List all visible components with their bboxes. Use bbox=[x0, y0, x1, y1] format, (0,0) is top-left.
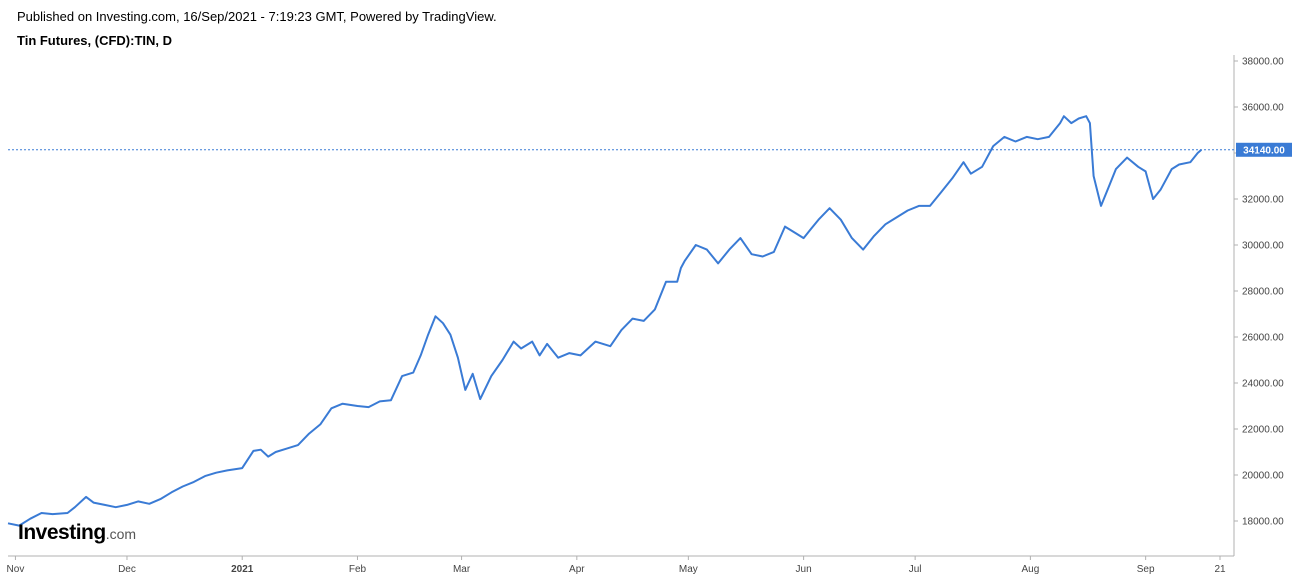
x-tick-label: Sep bbox=[1137, 564, 1155, 575]
last-price-label-text: 34140.00 bbox=[1243, 145, 1285, 156]
last-price-label-box bbox=[1236, 142, 1292, 157]
y-tick-label: 24000.00 bbox=[1242, 379, 1284, 390]
published-info: Published on Investing.com, 16/Sep/2021 … bbox=[17, 9, 497, 24]
instrument-title: Tin Futures, (CFD):TIN, D bbox=[17, 33, 173, 48]
y-tick-label: 18000.00 bbox=[1242, 517, 1284, 528]
x-tick-label: Dec bbox=[118, 564, 136, 575]
investing-logo: Investing.com bbox=[18, 521, 136, 545]
y-tick-label: 32000.00 bbox=[1242, 195, 1284, 206]
x-tick-label: Jun bbox=[796, 564, 812, 575]
logo-suffix: .com bbox=[105, 526, 137, 542]
x-tick-label: Feb bbox=[349, 564, 367, 575]
x-tick-label: Mar bbox=[453, 564, 471, 575]
x-tick-label: Jul bbox=[909, 564, 922, 575]
x-axis: Nov Dec 2021 Feb Mar Apr May Jun Jul Aug Sep 21 bbox=[7, 555, 1234, 575]
x-tick-label: Aug bbox=[1021, 564, 1039, 575]
y-tick-label: 28000.00 bbox=[1242, 287, 1284, 298]
x-tick-label: Apr bbox=[569, 564, 585, 575]
y-tick-label: 30000.00 bbox=[1242, 241, 1284, 252]
x-tick-label: May bbox=[679, 564, 698, 575]
y-tick-label: 38000.00 bbox=[1242, 57, 1284, 68]
tin-price-line bbox=[7, 115, 1203, 527]
y-tick-label: 22000.00 bbox=[1242, 425, 1284, 436]
x-tick-label: 21 bbox=[1214, 564, 1226, 575]
logo-brand: Investing bbox=[18, 521, 106, 544]
y-tick-label: 20000.00 bbox=[1242, 471, 1284, 482]
y-tick-label: 36000.00 bbox=[1242, 103, 1284, 114]
y-tick-label: 26000.00 bbox=[1242, 333, 1284, 344]
last-price-label: 34140.00 bbox=[1236, 142, 1292, 157]
x-tick-label: Nov bbox=[7, 564, 25, 575]
x-tick-label: 2021 bbox=[231, 564, 254, 575]
y-axis: 38000.0036000.0034000.0032000.0030000.00… bbox=[1233, 55, 1284, 556]
